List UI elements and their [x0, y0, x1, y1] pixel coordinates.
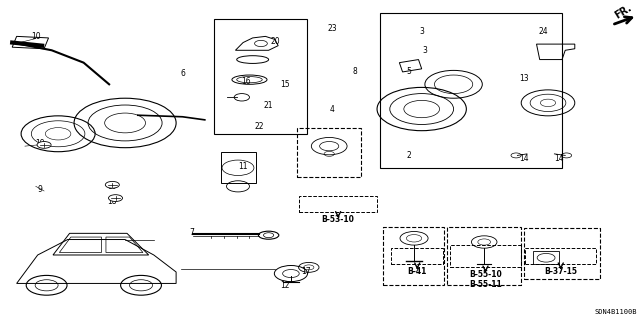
Text: 16: 16: [241, 77, 251, 86]
Text: 18: 18: [108, 197, 117, 206]
Text: B-53-10: B-53-10: [322, 215, 355, 224]
Text: 20: 20: [270, 36, 280, 45]
Text: 23: 23: [328, 24, 337, 33]
Text: B-55-10
B-55-11: B-55-10 B-55-11: [469, 270, 502, 289]
Text: 22: 22: [254, 122, 264, 131]
Text: 5: 5: [406, 68, 412, 76]
Text: 7: 7: [189, 228, 195, 237]
Text: 9: 9: [38, 185, 43, 194]
Text: 3: 3: [419, 27, 424, 36]
Text: FR.: FR.: [613, 3, 634, 21]
Circle shape: [106, 181, 119, 188]
Text: 14: 14: [554, 154, 564, 163]
Text: B-41: B-41: [408, 267, 427, 276]
Text: 12: 12: [280, 281, 289, 290]
Circle shape: [37, 141, 51, 148]
Text: B-37-15: B-37-15: [544, 267, 577, 276]
Text: 6: 6: [180, 69, 185, 78]
Text: 3: 3: [422, 46, 428, 55]
Text: 8: 8: [353, 68, 357, 76]
Text: 19: 19: [108, 182, 117, 191]
Text: 19: 19: [35, 139, 45, 148]
Text: 17: 17: [301, 267, 310, 276]
Text: 10: 10: [31, 32, 40, 41]
Text: 21: 21: [264, 101, 273, 110]
Text: 4: 4: [330, 105, 335, 114]
Text: 14: 14: [519, 154, 529, 163]
Text: 15: 15: [280, 80, 289, 89]
Text: 13: 13: [519, 74, 529, 83]
Text: 11: 11: [238, 162, 248, 171]
Text: SDN4B1100B: SDN4B1100B: [594, 309, 637, 315]
Text: 24: 24: [538, 27, 548, 36]
Circle shape: [109, 195, 122, 202]
Text: 2: 2: [406, 151, 412, 160]
